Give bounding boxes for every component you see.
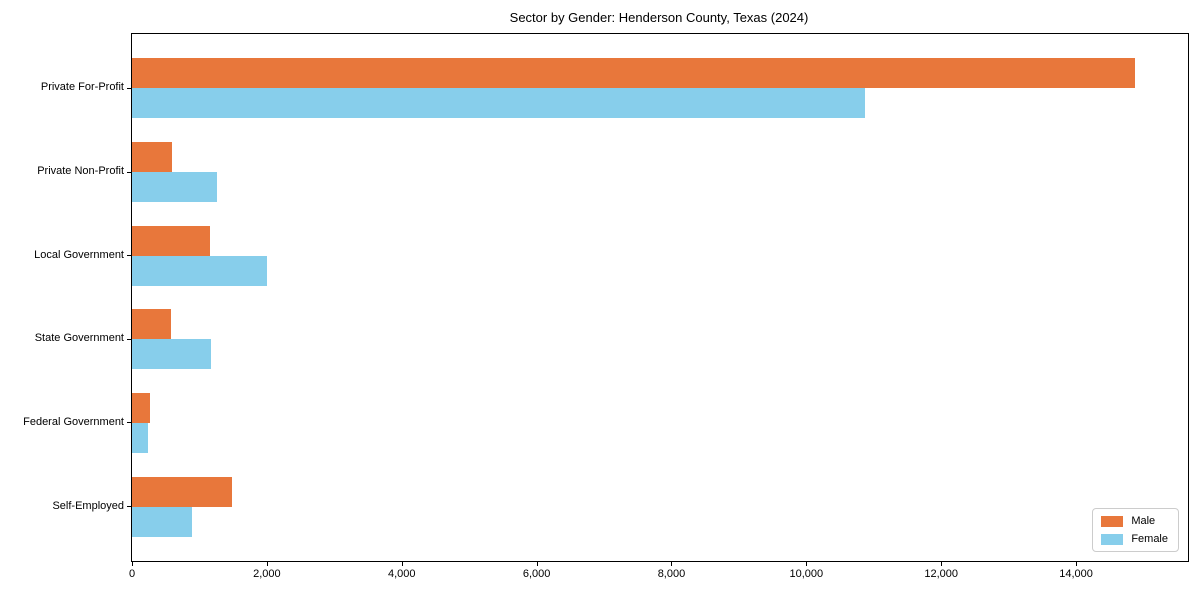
x-tick-5 — [806, 561, 808, 566]
bar-male-0 — [132, 58, 1135, 89]
x-tick-1 — [266, 561, 268, 566]
y-tick-4 — [127, 422, 132, 424]
y-tick-2 — [127, 255, 132, 257]
x-tick-3 — [536, 561, 538, 566]
legend: Male Female — [1092, 508, 1179, 552]
bar-male-2 — [132, 225, 210, 256]
x-tick-0 — [132, 561, 133, 566]
y-tick-label-1: Private Non-Profit — [37, 165, 124, 178]
bar-male-3 — [132, 309, 172, 340]
x-tick-6 — [941, 561, 943, 566]
bar-male-4 — [132, 392, 150, 423]
bar-female-1 — [132, 172, 217, 203]
male-swatch — [1101, 515, 1124, 527]
y-tick-1 — [127, 171, 132, 173]
bar-male-5 — [132, 476, 232, 507]
legend-label-female: Female — [1131, 533, 1168, 545]
plot-area: Male Female Private For-Profit Private No… — [23, 33, 1189, 580]
y-tick-label-4: Federal Government — [23, 415, 124, 428]
y-tick-5 — [127, 506, 132, 508]
y-tick-0 — [127, 87, 132, 89]
x-tick-label-6: 12,000 — [924, 568, 959, 580]
x-tick-label-1: 2,000 — [253, 568, 281, 580]
legend-row-male: Male — [1101, 515, 1168, 527]
bar-female-4 — [132, 422, 148, 453]
bar-female-0 — [132, 88, 865, 119]
legend-row-female: Female — [1101, 533, 1168, 545]
x-tick-label-4: 8,000 — [657, 568, 686, 580]
y-tick-label-3: State Government — [34, 332, 124, 345]
bar-female-3 — [132, 339, 211, 370]
x-tick-label-5: 10,000 — [789, 568, 824, 580]
legend-label-male: Male — [1131, 515, 1156, 527]
female-swatch — [1101, 533, 1124, 545]
y-tick-label-5: Self-Employed — [52, 499, 124, 512]
x-tick-label-0: 0 — [128, 568, 136, 580]
chart-title: Sector by Gender: Henderson County, Texa… — [509, 10, 809, 25]
y-tick-label-0: Private For-Profit — [40, 81, 124, 94]
x-tick-label-3: 6,000 — [522, 568, 551, 580]
y-tick-label-2: Local Government — [34, 248, 124, 261]
bar-female-2 — [132, 255, 267, 286]
bar-male-1 — [132, 142, 172, 173]
x-tick-label-2: 4,000 — [387, 568, 416, 580]
x-tick-7 — [1076, 561, 1078, 566]
x-tick-label-7: 14,000 — [1059, 568, 1093, 580]
x-tick-4 — [671, 561, 673, 566]
bar-female-5 — [132, 506, 192, 537]
y-tick-3 — [127, 338, 132, 340]
x-tick-2 — [401, 561, 403, 566]
